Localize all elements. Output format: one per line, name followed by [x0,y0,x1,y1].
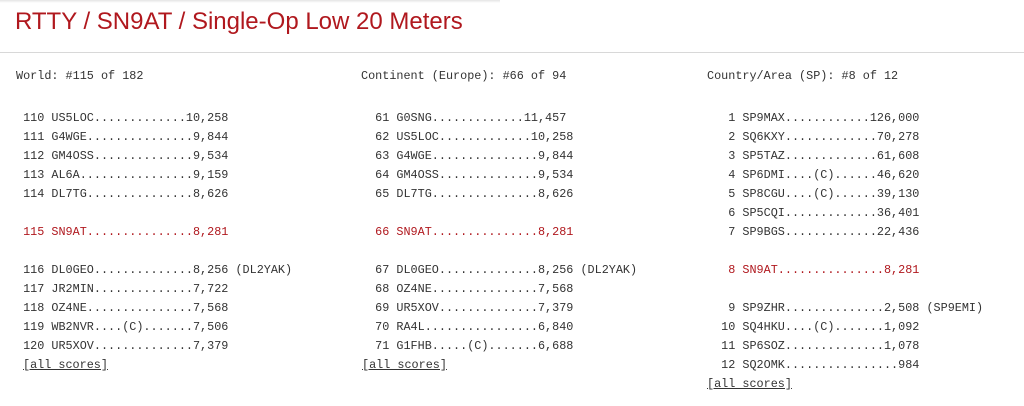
score-row: 71 G1FHB.....(C).......6,688 [361,339,574,353]
spacer [707,86,983,109]
score-row: 5 SP8CGU....(C)......39,130 [707,187,920,201]
score-row: 110 US5LOC.............10,258 [16,111,229,125]
world-ranking: World: #115 of 182 110 US5LOC...........… [16,67,292,375]
score-row: 64 GM4OSS..............9,534 [361,168,574,182]
ranking-heading: Continent (Europe): #66 of 94 [361,69,567,83]
score-row: 4 SP6DMI....(C)......46,620 [707,168,920,182]
score-row: 69 UR5XOV..............7,379 [361,301,574,315]
score-row: 11 SP6SOZ..............1,078 [707,339,920,353]
divider [0,52,1024,53]
continent-ranking: Continent (Europe): #66 of 94 61 G0SNG..… [361,67,637,375]
score-row: 63 G4WGE...............9,844 [361,149,574,163]
score-row: 67 DL0GEO..............8,256 (DL2YAK) [361,263,638,277]
all-scores-link[interactable]: [all scores] [23,358,108,372]
own-score-row: 8 SN9AT...............8,281 [707,263,920,277]
ranking-heading: World: #115 of 182 [16,69,144,83]
score-row: 9 SP9ZHR..............2,508 (SP9EMI) [707,301,984,315]
blank-row [361,204,637,223]
score-row: 2 SQ6KXY.............70,278 [707,130,920,144]
score-row: 113 AL6A................9,159 [16,168,229,182]
score-row: 68 OZ4NE...............7,568 [361,282,574,296]
score-row: 61 G0SNG.............11,457 [361,111,567,125]
score-row: 70 RA4L................6,840 [361,320,574,334]
score-row: 111 G4WGE...............9,844 [16,130,229,144]
score-row: 118 OZ4NE...............7,568 [16,301,229,315]
score-row: 12 SQ2OMK................984 [707,358,920,372]
score-row: 62 US5LOC.............10,258 [361,130,574,144]
score-row: 119 WB2NVR....(C).......7,506 [16,320,229,334]
score-row: 3 SP5TAZ.............61,608 [707,149,920,163]
blank-row [16,204,292,223]
score-row: 7 SP9BGS.............22,436 [707,225,920,239]
score-row: 10 SQ4HKU....(C).......1,092 [707,320,920,334]
all-scores-link[interactable]: [all scores] [707,377,792,391]
score-row: 120 UR5XOV..............7,379 [16,339,229,353]
all-scores-link[interactable]: [all scores] [362,358,447,372]
blank-row [707,242,983,261]
score-row: 114 DL7TG...............8,626 [16,187,229,201]
blank-row [16,242,292,261]
score-row: 6 SP5CQI.............36,401 [707,206,920,220]
ranking-heading: Country/Area (SP): #8 of 12 [707,69,899,83]
score-row: 112 GM4OSS..............9,534 [16,149,229,163]
spacer [16,86,292,109]
blank-row [707,280,983,299]
score-row: 1 SP9MAX............126,000 [707,111,920,125]
own-score-row: 66 SN9AT...............8,281 [361,225,574,239]
page-title: RTTY / SN9AT / Single-Op Low 20 Meters [15,8,463,35]
score-row: 65 DL7TG...............8,626 [361,187,574,201]
country-ranking: Country/Area (SP): #8 of 12 1 SP9MAX....… [707,67,983,394]
blank-row [361,242,637,261]
score-row: 116 DL0GEO..............8,256 (DL2YAK) [16,263,293,277]
score-row: 117 JR2MIN..............7,722 [16,282,229,296]
own-score-row: 115 SN9AT...............8,281 [16,225,229,239]
spacer [361,86,637,109]
top-shadow [0,0,500,3]
